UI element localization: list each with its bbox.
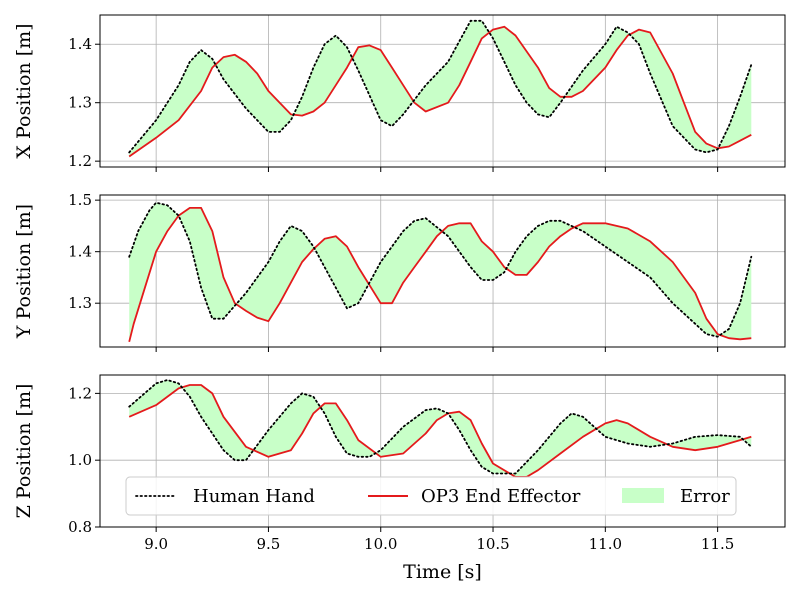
op3-end-effector-line xyxy=(128,384,752,478)
subplot-3: 9.0 9.5 10.0 10.5 11.0 11.5 0.8 1.0 1.2 Z Positio… xyxy=(13,374,786,553)
y-tick-label: 1.5 xyxy=(68,191,92,209)
y-tick-label: 1.4 xyxy=(68,35,92,53)
subplot-2: 1.3 1.4 1.5 Y Position [m] xyxy=(13,191,786,352)
axes-frame xyxy=(99,194,786,348)
error-area xyxy=(129,20,752,157)
y-axis-label: X Position [m] xyxy=(13,23,35,158)
x-tick-label: 9.0 xyxy=(144,535,168,553)
y-tick-label: 1.3 xyxy=(68,294,92,312)
y-tick-label: 1.2 xyxy=(68,152,92,170)
human-hand-line xyxy=(128,19,753,154)
y-tick-label: 1.4 xyxy=(68,243,92,261)
y-tick-label: 1.2 xyxy=(68,384,92,402)
x-tick-label: 11.5 xyxy=(701,535,734,553)
legend-box xyxy=(125,476,737,516)
y-tick-label: 1.3 xyxy=(68,94,92,112)
legend-label: Error xyxy=(680,486,730,507)
y-tick-label: 0.8 xyxy=(68,518,92,536)
subplot-1: 1.2 1.3 1.4 X Position [m] xyxy=(13,14,786,172)
x-tick-label: 11.0 xyxy=(589,535,622,553)
legend-label: OP3 End Effector xyxy=(421,486,581,507)
op3-end-effector-line xyxy=(128,25,752,158)
error-area xyxy=(129,202,752,342)
y-tick-label: 1.0 xyxy=(68,451,92,469)
axes-frame xyxy=(99,374,786,528)
x-tick-label: 10.5 xyxy=(476,535,509,553)
axes-frame xyxy=(99,14,786,168)
legend-label: Human Hand xyxy=(193,486,315,507)
legend: Human Hand OP3 End Effector Error xyxy=(125,476,737,516)
x-tick-label: 10.0 xyxy=(364,535,397,553)
y-axis-label: Z Position [m] xyxy=(13,384,35,519)
x-axis-label: Time [s] xyxy=(403,561,482,583)
human-hand-line xyxy=(128,379,753,475)
legend-swatch-error xyxy=(622,488,664,503)
x-tick-label: 9.5 xyxy=(257,535,281,553)
human-hand-line xyxy=(128,201,753,338)
error-area xyxy=(129,380,752,477)
y-axis-label: Y Position [m] xyxy=(13,204,35,339)
op3-end-effector-line xyxy=(128,206,752,343)
